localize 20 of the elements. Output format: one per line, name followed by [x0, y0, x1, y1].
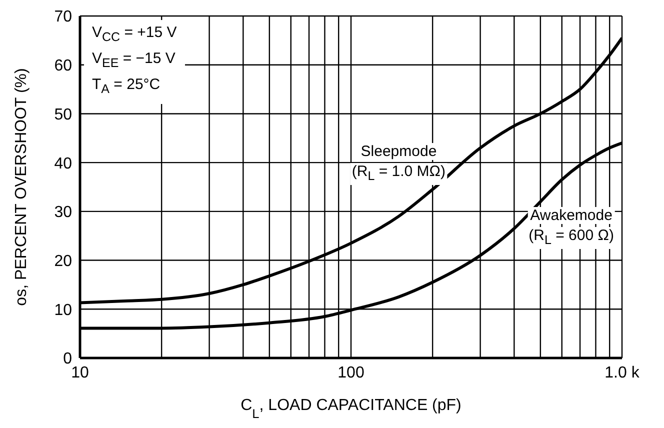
- x-axis-title: C$_{L}$, LOAD CAPACITANCE (pF): [240, 397, 462, 420]
- annotation: T$_{A}$ = 25°C: [92, 75, 162, 98]
- y-tick-label: 60: [54, 58, 72, 75]
- y-axis-title: os, PERCENT OVERSHOOT (%): [13, 68, 30, 306]
- x-tick-label: 10: [71, 364, 89, 382]
- y-tick-label: 70: [54, 8, 72, 26]
- annotation: V$_{CC}$ = +15 V: [92, 23, 177, 46]
- series-label: Awakemode: [528, 206, 614, 224]
- y-tick-label: 30: [54, 204, 72, 222]
- annotation: V$_{EE}$ = −15 V: [92, 49, 176, 72]
- y-tick-label: 40: [54, 155, 72, 172]
- annotation: (R$_{L}$ = 600 Ω): [526, 226, 616, 249]
- y-tick-label: 50: [54, 106, 72, 124]
- x-tick-label: 100: [338, 364, 364, 382]
- x-tick-label: 1.0 k: [604, 364, 640, 382]
- series-label: Sleepmode: [358, 143, 439, 160]
- y-tick-label: 10: [54, 302, 72, 319]
- y-tick-label: 20: [54, 252, 72, 270]
- annotation: (R$_{L}$ = 1.0 MΩ): [350, 163, 448, 186]
- y-tick-label: 0: [63, 350, 72, 368]
